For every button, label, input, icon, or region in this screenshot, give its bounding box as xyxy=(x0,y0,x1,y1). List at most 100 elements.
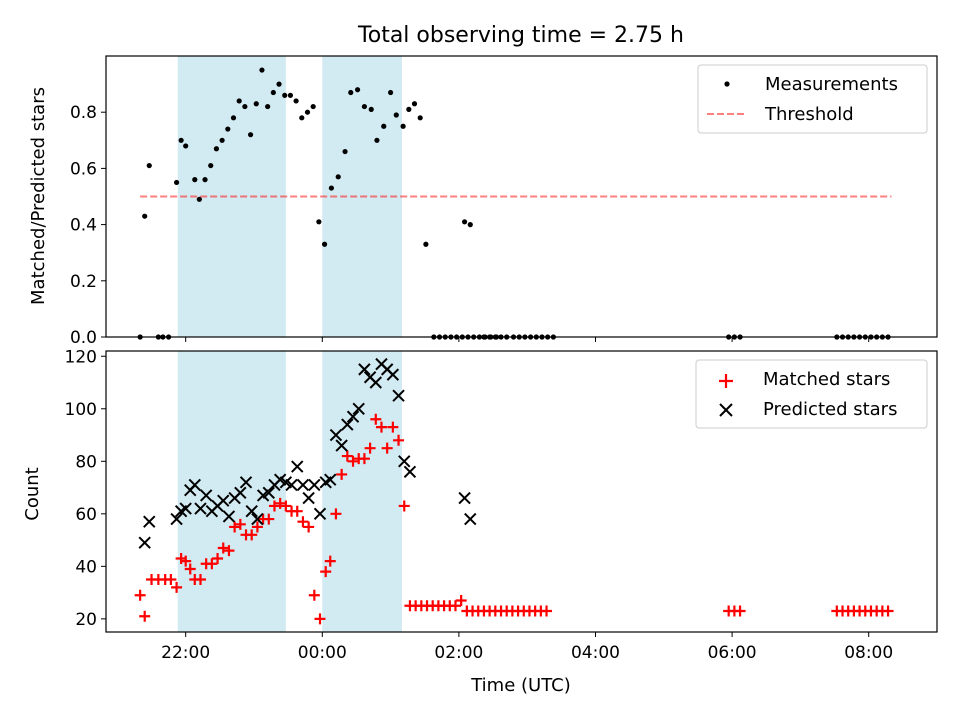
measurement-point xyxy=(304,109,311,115)
measurement-point xyxy=(259,67,265,73)
measurement-point xyxy=(328,185,334,191)
x-tick-label: 06:00 xyxy=(708,643,757,663)
measurement-point xyxy=(225,126,231,132)
bottom-y-tick-label: 40 xyxy=(75,557,97,577)
measurement-points xyxy=(137,67,891,340)
measurement-point xyxy=(236,98,242,104)
matched-star-point xyxy=(882,605,894,617)
predicted-star-point xyxy=(143,515,156,528)
measurement-point xyxy=(393,112,399,118)
matched-star-point xyxy=(308,589,320,601)
matched-star-point xyxy=(541,605,553,617)
measurement-point xyxy=(387,89,394,96)
matched-star-point xyxy=(387,421,399,433)
measurement-point xyxy=(423,241,429,247)
top-y-tick-label: 0.4 xyxy=(70,216,97,236)
legend-predicted-label: Predicted stars xyxy=(763,399,897,420)
bottom-legend-box xyxy=(695,359,928,429)
measurement-point xyxy=(361,103,368,110)
shaded-interval-2 xyxy=(322,351,402,632)
matched-star-point xyxy=(381,442,393,454)
measurement-point xyxy=(293,98,299,104)
matched-star-point xyxy=(263,513,275,525)
matched-star-point xyxy=(364,442,376,454)
measurement-point xyxy=(276,81,282,87)
x-tick-label: 02:00 xyxy=(434,643,483,663)
measurement-point xyxy=(342,148,348,155)
measurement-point xyxy=(192,177,198,183)
matched-star-point xyxy=(194,573,206,585)
predicted-star-point xyxy=(352,402,365,415)
legend-matched-marker xyxy=(719,374,733,388)
matched-star-point xyxy=(303,521,315,533)
predicted-star-point xyxy=(308,478,321,492)
top-y-tick-label: 0.6 xyxy=(70,159,97,179)
legend-measurements-label: Measurements xyxy=(765,74,898,95)
measurement-point xyxy=(316,219,322,225)
predicted-star-point xyxy=(245,504,258,518)
measurement-point xyxy=(219,137,225,143)
matched-star-point xyxy=(251,521,263,533)
measurement-point xyxy=(230,115,237,121)
bottom-y-tick-label: 20 xyxy=(75,610,97,630)
measurement-point xyxy=(253,101,259,107)
predicted-star-point xyxy=(346,410,360,423)
top-legend-box xyxy=(697,64,928,134)
predicted-star-point xyxy=(234,486,247,500)
measurement-point xyxy=(406,106,412,112)
measurement-point xyxy=(247,132,254,138)
x-axis-label: Time (UTC) xyxy=(470,675,571,696)
matched-star-point xyxy=(165,573,177,585)
matched-star-point xyxy=(330,508,342,520)
matched-star-point xyxy=(336,468,348,480)
measurement-point xyxy=(374,137,380,143)
matched-star-point xyxy=(370,413,382,425)
measurement-point xyxy=(270,89,276,96)
measurement-point xyxy=(310,103,316,110)
legend-measurement-marker xyxy=(724,81,730,87)
legend-predicted-marker xyxy=(719,403,733,417)
measurement-point xyxy=(400,123,406,129)
measurement-point xyxy=(381,123,387,129)
predicted-star-point xyxy=(403,465,417,479)
measurement-point xyxy=(183,143,189,149)
matched-star-point xyxy=(229,521,241,533)
matched-star-point xyxy=(139,610,151,622)
matched-star-point xyxy=(358,453,370,465)
top-y-ticks: 0.0 0.2 0.4 0.6 0.8 xyxy=(70,103,106,348)
bottom-y-tick-label: 100 xyxy=(65,400,97,420)
measurement-point xyxy=(196,196,202,202)
predicted-star-point xyxy=(458,491,471,505)
matched-star-point xyxy=(398,500,410,512)
matched-star-point xyxy=(274,497,286,509)
matched-star-point xyxy=(393,434,405,446)
predicted-star-point xyxy=(386,368,400,381)
matched-star-point xyxy=(375,421,387,433)
matched-star-point xyxy=(206,558,218,570)
measurement-point xyxy=(335,174,341,180)
measurement-point xyxy=(299,115,305,121)
matched-star-point xyxy=(280,500,292,512)
predicted-star-point xyxy=(222,510,236,523)
matched-star-point xyxy=(134,589,146,601)
measurement-point xyxy=(282,92,288,98)
top-panel: 0.00.20.40.60.8 Matched/Predicted stars … xyxy=(28,55,938,348)
matched-star-point xyxy=(212,552,224,564)
x-tick-label: 22:00 xyxy=(161,643,210,663)
predicted-stars-points xyxy=(138,357,477,549)
matched-star-point xyxy=(217,542,229,554)
top-y-tick-label: 0.2 xyxy=(70,272,97,292)
measurement-point xyxy=(213,146,220,152)
matched-star-point xyxy=(449,600,461,612)
measurement-point xyxy=(265,103,271,110)
measurement-point xyxy=(354,87,361,93)
predicted-star-point xyxy=(291,460,304,473)
measurement-point xyxy=(467,222,473,228)
matched-star-point xyxy=(234,518,246,530)
x-tick-label: 04:00 xyxy=(571,643,620,663)
bottom-y-tick-label: 120 xyxy=(65,347,97,367)
predicted-star-point xyxy=(358,363,371,376)
predicted-star-point xyxy=(239,476,253,489)
predicted-star-point xyxy=(170,512,183,526)
